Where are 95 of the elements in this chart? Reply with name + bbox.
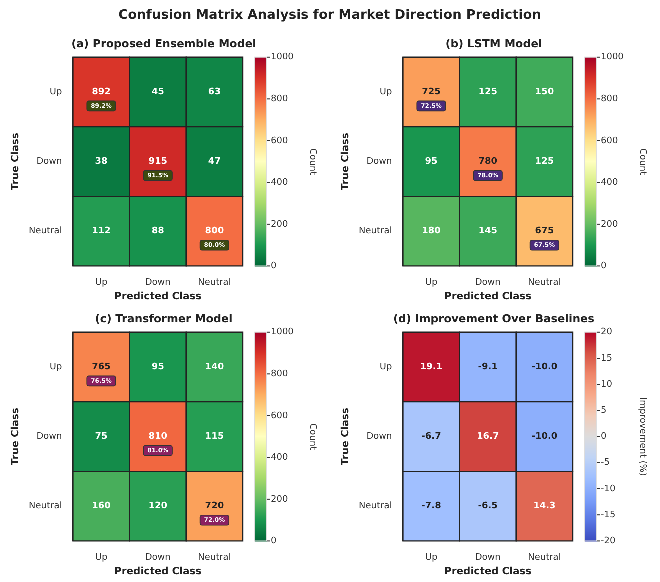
color-bar-label: 1000 <box>271 52 294 63</box>
x-tick-label: Neutral <box>528 552 562 563</box>
color-bar-label: -15 <box>601 510 616 520</box>
color-bar-label: 400 <box>271 178 288 188</box>
x-axis-title: Predicted Class <box>444 566 532 578</box>
color-bar-title: Count <box>637 148 648 176</box>
color-bar-title: Count <box>307 148 318 176</box>
data-label: -6.7 <box>422 432 442 442</box>
data-label: 150 <box>535 88 554 98</box>
data-label: 120 <box>148 502 168 512</box>
data-label: 115 <box>205 432 224 442</box>
x-axis-title: Predicted Class <box>444 292 532 303</box>
x-tick-label: Down <box>475 552 501 563</box>
color-bar-label: 0 <box>271 536 277 547</box>
x-axis-title: Predicted Class <box>114 292 202 303</box>
data-label: -10.0 <box>532 362 558 373</box>
data-label: 95 <box>152 362 164 373</box>
y-tick-label: Neutral <box>359 502 392 512</box>
color-bar-label: -10 <box>601 484 616 494</box>
data-label: 140 <box>205 362 224 373</box>
y-tick-label: Neutral <box>29 502 62 512</box>
data-label: 63 <box>208 88 221 98</box>
data-label: 95 <box>425 157 438 168</box>
y-tick-label: Up <box>50 88 62 98</box>
data-label: -9.1 <box>478 362 498 373</box>
color-bar-label: 15 <box>601 354 612 364</box>
color-bar-label: 400 <box>271 453 288 464</box>
y-axis-title: True Class <box>340 408 352 466</box>
data-label: 145 <box>478 226 498 237</box>
color-bar-label: 20 <box>601 328 613 338</box>
data-label: 112 <box>92 226 111 237</box>
color-bar-label: 5 <box>601 406 607 416</box>
x-axis-title: Predicted Class <box>114 566 202 578</box>
x-tick-label: Down <box>475 278 501 288</box>
color-bar-label: -20 <box>601 536 616 547</box>
data-label: -6.5 <box>478 502 498 512</box>
color-bar-title: Improvement (%) <box>637 397 648 476</box>
color-bar-label: 1000 <box>271 328 294 338</box>
x-tick-label: Down <box>145 552 171 563</box>
x-tick-label: Up <box>425 278 438 288</box>
data-label: 180 <box>422 226 441 237</box>
y-axis-title: True Class <box>10 133 22 191</box>
x-tick-label: Up <box>425 552 438 563</box>
y-tick-label: Up <box>50 362 62 373</box>
color-bar-label: 200 <box>601 220 618 230</box>
chart-subtitle: (a) Proposed Ensemble Model <box>72 38 256 51</box>
data-label: -10.0 <box>532 432 558 442</box>
x-tick-label: Down <box>145 278 171 288</box>
data-label: 19.1 <box>420 362 443 373</box>
data-label: 47 <box>208 157 221 168</box>
color-bar-label: 800 <box>601 94 618 105</box>
color-bar-label: 600 <box>271 136 288 146</box>
x-tick-label: Neutral <box>528 278 562 288</box>
color-bar-title: Count <box>307 423 318 451</box>
data-label: 125 <box>535 157 554 168</box>
data-label: -7.8 <box>422 502 442 512</box>
text: Confusion Matrix Analysis for Market Direction Prediction <box>118 7 542 25</box>
color-bar-label: 200 <box>271 494 288 505</box>
color-bar-label: 0 <box>601 262 607 272</box>
color-bar-label: 200 <box>271 220 288 230</box>
data-label: 16.7 <box>477 432 500 442</box>
y-axis-title: True Class <box>10 408 22 466</box>
chart-title: (b) LSTM Model <box>446 38 542 51</box>
data-label: 88 <box>152 226 164 237</box>
color-bar-label: 10 <box>601 380 613 390</box>
x-tick-label: Up <box>95 278 108 288</box>
x-tick-label: Neutral <box>198 278 232 288</box>
color-bar-label: 600 <box>271 411 288 422</box>
color-bar-label: 0 <box>271 262 277 272</box>
data-label: 14.3 <box>534 502 556 512</box>
y-tick-label: Neutral <box>359 226 392 237</box>
color-bar-label: 600 <box>601 136 618 146</box>
y-tick-label: Down <box>36 432 62 442</box>
color-bar-label: 800 <box>271 94 288 105</box>
y-tick-label: Up <box>380 362 392 373</box>
x-tick-label: Neutral <box>198 552 232 563</box>
y-axis-title: True Class <box>340 133 352 191</box>
y-tick-label: Neutral <box>29 226 62 237</box>
y-tick-label: Down <box>366 157 392 168</box>
y-tick-label: Down <box>366 432 392 442</box>
data-label: 75 <box>95 432 108 442</box>
y-tick-label: Down <box>36 157 62 168</box>
color-bar-label: -5 <box>601 458 610 468</box>
color-bar-label: 1000 <box>601 52 624 63</box>
data-label: 125 <box>478 88 498 98</box>
data-label: 160 <box>92 502 111 512</box>
color-bar-label: 0 <box>601 432 607 442</box>
chart-title: (c) Transformer Model <box>95 312 233 326</box>
data-label: 38 <box>95 157 108 168</box>
color-bar-label: 400 <box>601 178 618 188</box>
color-bar-label: 800 <box>271 370 288 380</box>
chart-title: (d) Improvement Over Baselines <box>393 312 595 326</box>
y-tick-label: Up <box>380 88 392 98</box>
data-label: 45 <box>152 88 164 98</box>
x-tick-label: Up <box>95 552 108 563</box>
